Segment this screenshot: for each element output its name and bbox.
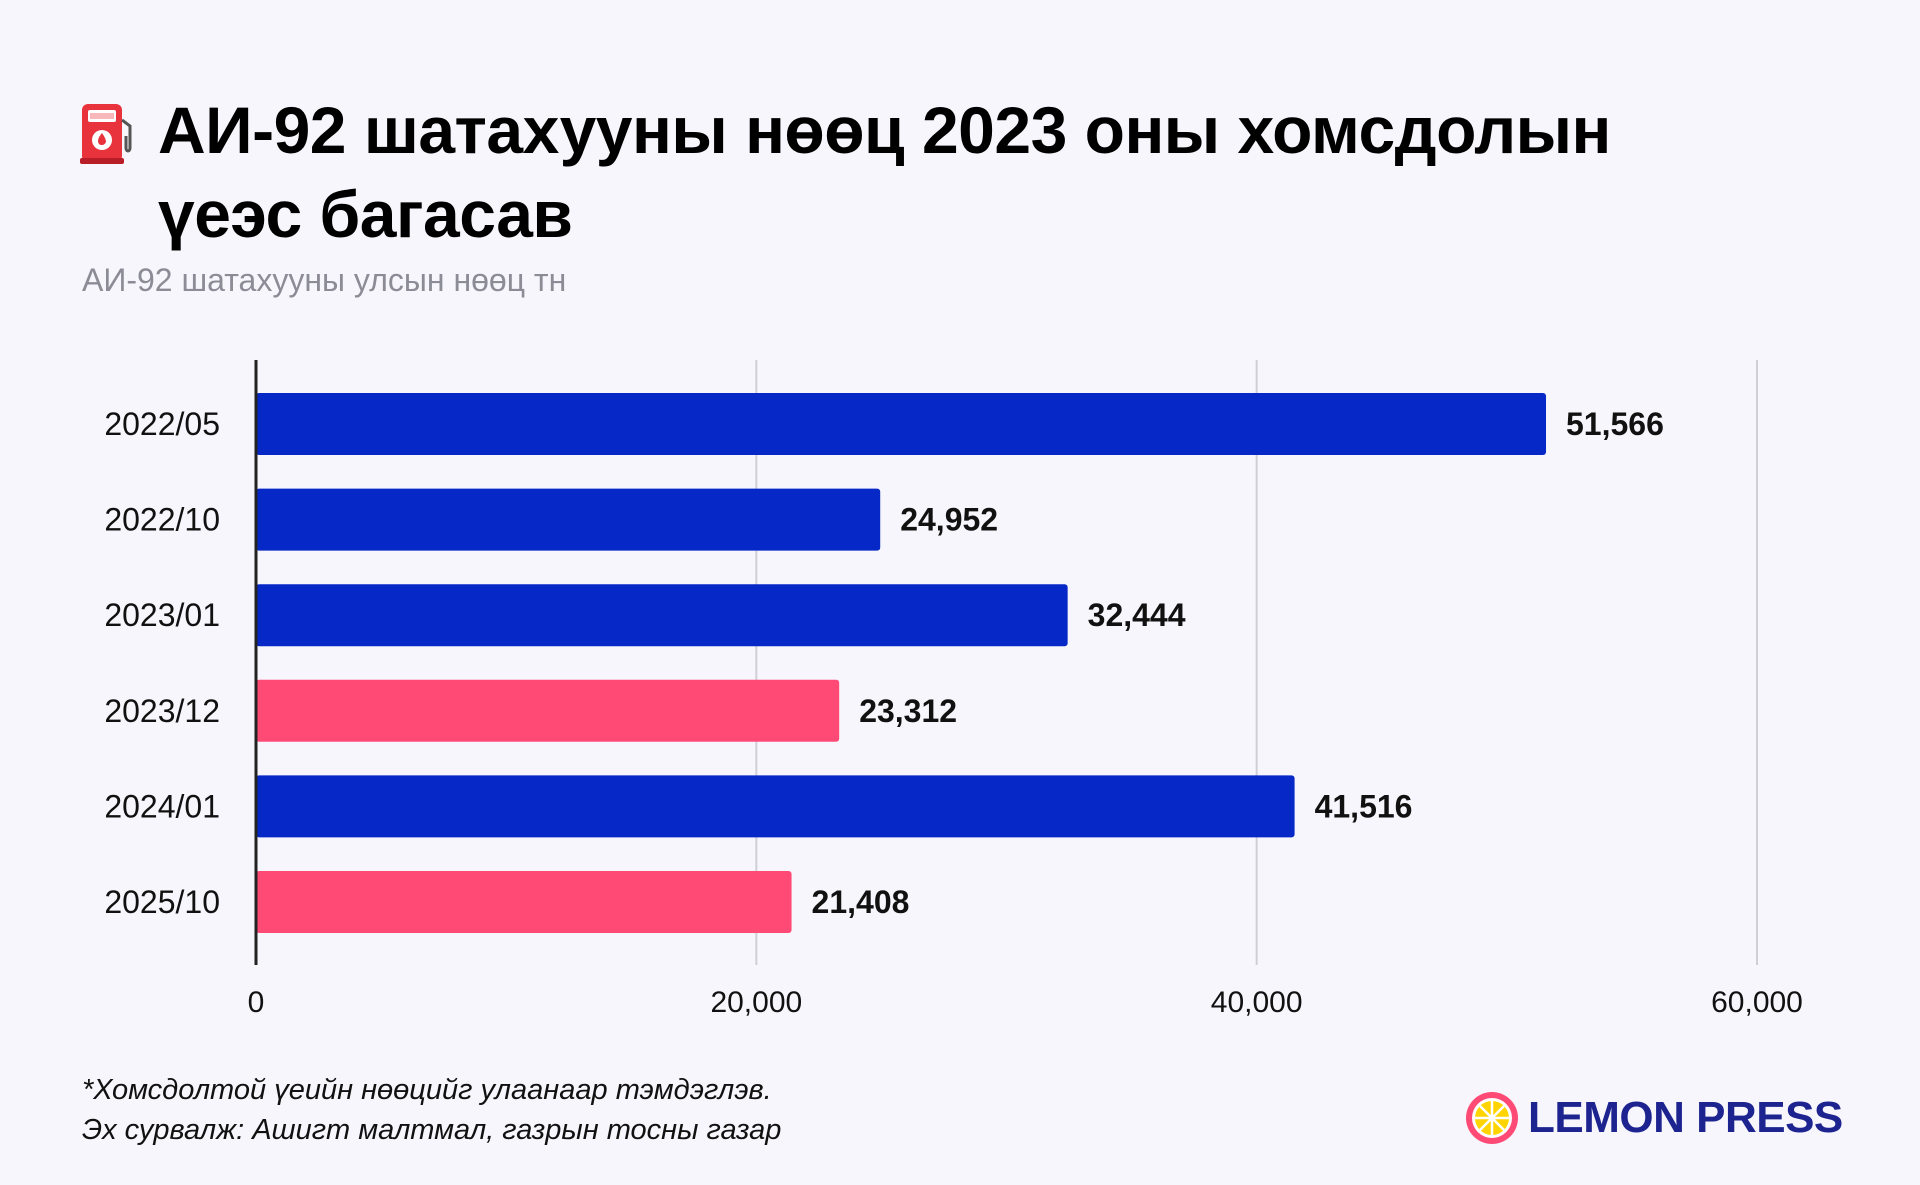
x-tick-label: 20,000 <box>710 986 802 1019</box>
value-label: 24,952 <box>900 502 998 538</box>
bar-chart: 0 20,000 40,000 60,000 2022/05 51,566 2022/10 2… <box>104 360 1803 1019</box>
category-label: 2025/10 <box>104 884 220 920</box>
category-label: 2022/10 <box>104 502 220 538</box>
category-label: 2024/01 <box>104 788 220 824</box>
value-label: 23,312 <box>859 693 957 729</box>
fuel-pump-icon <box>80 104 132 164</box>
value-label: 41,516 <box>1315 788 1413 824</box>
bar <box>256 393 1547 455</box>
value-label: 51,566 <box>1566 406 1664 442</box>
chart-subtitle: АИ-92 шатахууны улсын нөөц тн <box>82 262 567 298</box>
source-note: Эх сурвалж: Ашигт малтмал, газрын тосны … <box>82 1114 782 1146</box>
category-label: 2023/01 <box>104 597 220 633</box>
value-label: 32,444 <box>1088 597 1186 633</box>
brand-name: LEMON PRESS <box>1528 1093 1843 1142</box>
value-label: 21,408 <box>812 884 910 920</box>
x-tick-label: 40,000 <box>1211 986 1303 1019</box>
bar <box>256 679 840 742</box>
title-row: АИ-92 шатахууны нөөц 2023 оны хомсдолын … <box>80 88 1658 256</box>
footnote: *Хомсдолтой үеийн нөөцийг улаанаар тэмдэ… <box>82 1070 781 1150</box>
category-label: 2023/12 <box>104 693 220 729</box>
x-tick-label: 0 <box>248 986 265 1019</box>
bar <box>256 488 881 551</box>
bar <box>256 775 1295 838</box>
bar <box>256 584 1068 647</box>
category-label: 2022/05 <box>104 406 220 442</box>
highlight-note: *Хомсдолтой үеийн нөөцийг улаанаар тэмдэ… <box>82 1074 772 1106</box>
brand-logo-group: LEMON PRESS <box>1464 1090 1843 1146</box>
bar <box>256 871 792 933</box>
lemon-logo-icon <box>1466 1092 1518 1144</box>
chart-title: АИ-92 шатахууны нөөц 2023 оны хомсдолын … <box>158 93 1611 251</box>
x-tick-label: 60,000 <box>1711 986 1803 1019</box>
